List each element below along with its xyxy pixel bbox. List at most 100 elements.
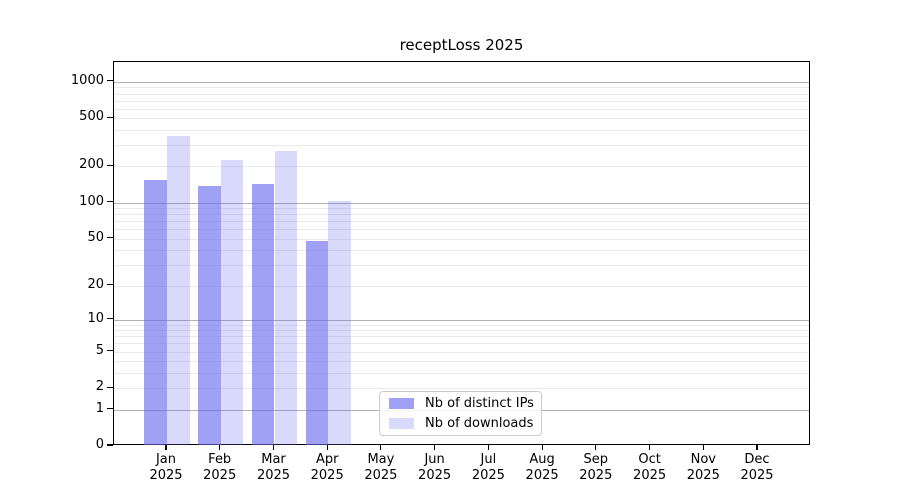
y-tick-mark <box>107 386 113 388</box>
x-tick-year: 2025 <box>525 468 559 483</box>
gridline-minor <box>114 336 809 338</box>
x-tick-year: 2025 <box>310 468 344 483</box>
gridline-minor <box>114 351 809 353</box>
legend-label-downloads: Nb of downloads <box>425 415 534 431</box>
x-tick-year: 2025 <box>256 468 291 483</box>
legend-label-distinct-ips: Nb of distinct IPs <box>425 396 534 412</box>
x-tick-label: Dec 2025 <box>729 452 785 484</box>
x-tick-label: Jun 2025 <box>407 452 463 484</box>
y-tick-label: 1000 <box>70 72 104 88</box>
x-tick-label: Apr 2025 <box>299 452 355 484</box>
x-tick-mark <box>649 445 651 450</box>
chart-title: receptLoss 2025 <box>399 36 524 54</box>
y-tick-mark <box>107 164 113 166</box>
gridline-minor <box>114 229 809 231</box>
legend-entry-downloads: Nb of downloads <box>389 415 534 432</box>
x-tick-mark <box>272 445 275 450</box>
bar-downloads-jan <box>167 135 190 445</box>
plot-area <box>113 61 810 445</box>
gridline-minor <box>114 208 809 210</box>
gridline-minor <box>114 118 809 120</box>
legend: Nb of distinct IPs Nb of downloads <box>379 391 542 436</box>
bar-distinct_ips-apr <box>305 240 329 445</box>
y-tick-mark <box>107 80 113 82</box>
y-tick-mark <box>107 237 113 239</box>
x-tick-label: Feb 2025 <box>192 452 248 484</box>
x-tick-mark <box>487 445 489 450</box>
legend-swatch-downloads <box>389 417 414 429</box>
y-tick-label: 20 <box>87 276 104 292</box>
x-tick-year: 2025 <box>471 468 505 483</box>
gridline-minor <box>114 388 809 390</box>
y-tick-label: 50 <box>87 229 104 245</box>
x-tick-mark <box>434 445 436 450</box>
x-tick-mark <box>326 445 328 450</box>
x-tick-label: Jul 2025 <box>460 452 516 484</box>
x-tick-label: May 2025 <box>353 452 409 484</box>
x-tick-label: Sep 2025 <box>568 452 624 484</box>
gridline-minor <box>114 238 809 240</box>
gridline-minor <box>114 264 809 266</box>
x-tick-year: 2025 <box>686 468 720 483</box>
y-tick-label: 500 <box>79 109 104 125</box>
y-tick-label: 200 <box>79 157 104 173</box>
x-tick-label: Aug 2025 <box>514 452 570 484</box>
x-tick-label: Jan 2025 <box>138 452 194 484</box>
gridline-minor <box>114 87 809 89</box>
y-tick-label: 10 <box>87 310 104 326</box>
x-tick-year: 2025 <box>633 468 667 483</box>
gridline-minor <box>114 361 809 363</box>
gridline-major <box>114 202 809 204</box>
y-tick-mark <box>107 116 113 118</box>
x-tick-mark <box>702 445 704 450</box>
x-tick-mark <box>219 445 221 450</box>
x-tick-mark <box>595 445 597 450</box>
gridline-minor <box>114 145 809 147</box>
y-tick-label: 0 <box>95 437 104 452</box>
x-tick-mark <box>541 445 543 450</box>
bar-distinct_ips-mar <box>251 183 275 445</box>
gridline-minor <box>114 93 809 95</box>
gridline-major <box>114 81 809 83</box>
y-tick-mark <box>107 318 113 320</box>
gridline-minor <box>114 372 809 374</box>
y-tick-mark <box>107 407 113 410</box>
gridline-minor <box>114 100 809 102</box>
x-tick-mark <box>756 445 758 450</box>
x-tick-year: 2025 <box>203 468 237 483</box>
y-tick-label: 100 <box>79 193 104 209</box>
x-tick-year: 2025 <box>579 468 613 483</box>
gridline-minor <box>114 214 809 216</box>
bar-distinct_ips-feb <box>198 185 221 445</box>
gridline-minor <box>114 221 809 223</box>
x-tick-year: 2025 <box>740 468 774 483</box>
x-tick-mark <box>380 445 382 450</box>
x-tick-label: Oct 2025 <box>622 452 678 484</box>
y-tick-mark <box>107 444 113 446</box>
x-tick-year: 2025 <box>149 468 183 483</box>
bar-downloads-apr <box>328 201 351 445</box>
gridline-minor <box>114 166 809 168</box>
gridline-minor <box>114 130 809 131</box>
y-tick-label: 2 <box>95 379 104 395</box>
bar-downloads-mar <box>274 150 298 445</box>
x-tick-label: Mar 2025 <box>246 452 302 484</box>
bar-distinct_ips-jan <box>144 179 167 445</box>
y-tick-mark <box>107 283 113 286</box>
x-tick-year: 2025 <box>364 468 398 483</box>
gridline-minor <box>114 250 809 252</box>
y-tick-mark <box>107 201 113 203</box>
gridline-major <box>114 319 809 321</box>
gridline-minor <box>114 324 809 326</box>
y-tick-label: 5 <box>95 342 104 358</box>
gridline-minor <box>114 108 809 110</box>
gridline-minor <box>114 330 809 332</box>
y-tick-label: 1 <box>95 400 104 416</box>
bar-downloads-feb <box>220 160 244 445</box>
legend-entry-distinct-ips: Nb of distinct IPs <box>389 396 534 412</box>
x-tick-label: Nov 2025 <box>675 452 731 484</box>
legend-swatch-distinct-ips <box>389 398 414 410</box>
x-tick-mark <box>165 445 167 450</box>
gridline-minor <box>114 285 809 287</box>
